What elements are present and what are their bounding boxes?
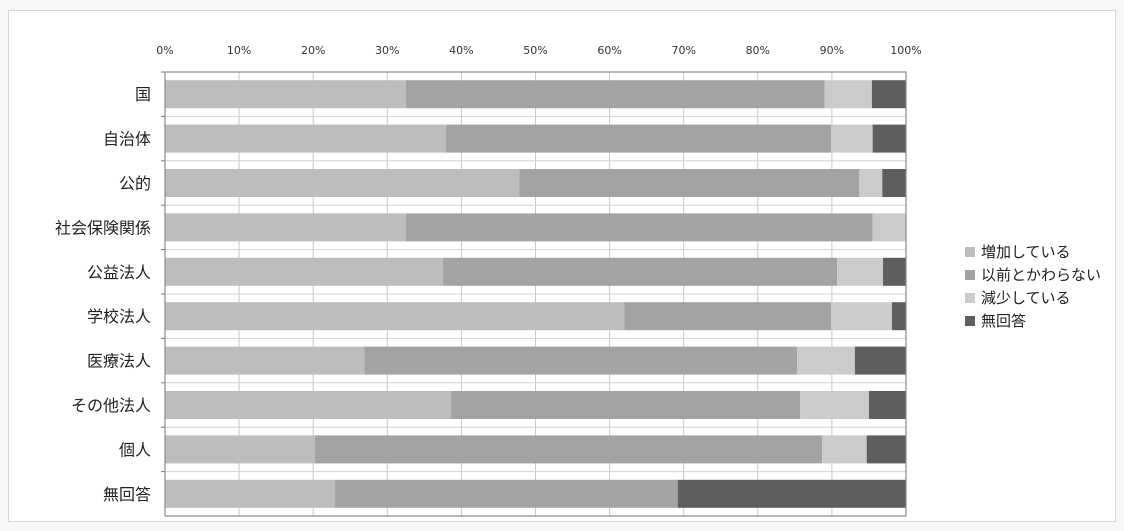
bar-segment	[882, 169, 906, 197]
bar-segment	[831, 124, 873, 153]
bar-segment	[891, 302, 906, 331]
x-tick-label: 30%	[375, 44, 399, 57]
legend-swatch	[965, 315, 975, 326]
legend-swatch	[965, 246, 975, 257]
x-tick-label: 80%	[746, 44, 770, 57]
bar-segment	[871, 80, 906, 109]
axes	[161, 71, 907, 517]
x-tick-label: 90%	[820, 44, 844, 57]
category-label: 学校法人	[87, 307, 151, 326]
bar-segment	[837, 257, 884, 286]
legend-item: 減少している	[965, 286, 1124, 309]
bar-segment	[165, 169, 520, 197]
bar-segment	[165, 213, 406, 242]
bar-segment	[405, 213, 873, 242]
legend-item: 増加している	[965, 240, 1124, 263]
legend: 増加している以前とかわらない 減少している 無回答	[965, 240, 1124, 332]
bar-segment	[165, 302, 625, 331]
bar-segment	[624, 302, 832, 331]
bar-segment	[165, 346, 365, 375]
bar-segment	[800, 391, 869, 419]
bar-segment	[677, 479, 906, 508]
x-tick-label: 70%	[671, 44, 695, 57]
bars	[165, 80, 906, 508]
x-tick-label: 10%	[227, 44, 251, 57]
legend-label: 増加している	[981, 243, 1071, 261]
category-label: 個人	[119, 440, 151, 459]
category-label: 公益法人	[87, 263, 151, 282]
bar-segment	[859, 169, 883, 197]
x-tick-label: 20%	[301, 44, 325, 57]
bar-segment	[866, 435, 906, 464]
legend-label: 無回答	[981, 312, 1027, 330]
legend-item: 無回答	[965, 309, 1124, 332]
bar-segment	[519, 169, 860, 197]
category-label: 国	[135, 85, 151, 104]
bar-segment	[165, 80, 406, 109]
bar-segment	[364, 346, 798, 375]
x-tick-label: 0%	[156, 44, 173, 57]
x-tick-label: 100%	[890, 44, 921, 57]
x-tick-label: 50%	[523, 44, 547, 57]
bar-segment	[824, 80, 872, 109]
bar-segment	[883, 257, 906, 286]
labels: 0% 10% 20% 30% 40% 50% 60% 70% 80% 90% 100% 国自治体公的社…	[55, 44, 922, 504]
chart-frame: 0% 10% 20% 30% 40% 50% 60% 70% 80% 90% 100% 国自治体公的社…	[8, 10, 1116, 522]
legend-label: 減少している	[981, 289, 1071, 307]
bar-segment	[165, 257, 443, 286]
bar-segment	[872, 213, 906, 242]
category-label: 公的	[119, 174, 151, 193]
legend-item: 以前とかわらない	[965, 263, 1124, 286]
plot-border	[164, 71, 907, 517]
category-label: 医療法人	[87, 352, 151, 371]
bar-segment	[831, 302, 892, 331]
bar-segment	[165, 479, 335, 508]
category-label: 社会保険関係	[55, 218, 151, 237]
bar-segment	[797, 346, 855, 375]
stacked-bar-chart: 0% 10% 20% 30% 40% 50% 60% 70% 80% 90% 100% 国自治体公的社…	[55, 44, 922, 517]
bar-segment	[442, 257, 838, 286]
bar-segment	[451, 391, 801, 419]
bar-segment	[822, 435, 867, 464]
category-label: 自治体	[103, 130, 151, 149]
bar-segment	[165, 391, 452, 419]
legend-swatch	[965, 269, 975, 280]
bar-segment	[165, 124, 446, 153]
category-label: 無回答	[103, 485, 151, 504]
legend-label: 以前とかわらない	[981, 266, 1102, 284]
bar-segment	[405, 80, 825, 109]
bar-segment	[854, 346, 906, 375]
x-tick-label: 60%	[597, 44, 621, 57]
bar-segment	[868, 391, 906, 419]
legend-swatch	[965, 292, 975, 303]
bar-segment	[445, 124, 832, 153]
x-tick-label: 40%	[449, 44, 473, 57]
bar-segment	[872, 124, 906, 153]
bar-segment	[334, 479, 678, 508]
bar-segment	[314, 435, 823, 464]
category-label: その他法人	[71, 396, 151, 415]
bar-segment	[165, 435, 315, 464]
